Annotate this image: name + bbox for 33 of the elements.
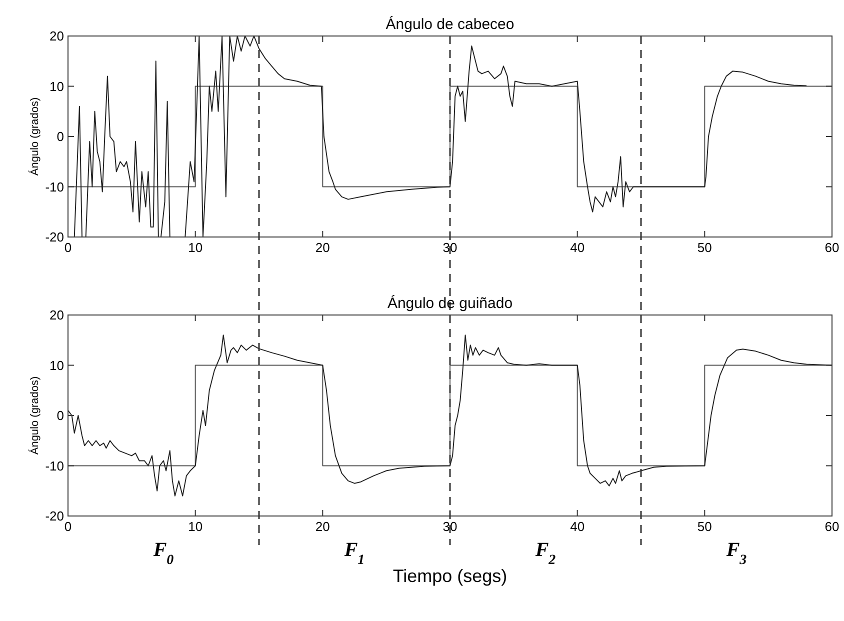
x-tick-label: 50 (697, 519, 712, 534)
x-tick-label: 20 (315, 240, 330, 255)
chart-title: Ángulo de guiñado (387, 294, 513, 312)
x-tick-label: 10 (188, 240, 203, 255)
text: F$_{1}$ (343, 539, 365, 568)
y-tick-label: 10 (50, 358, 64, 373)
x-tick-label: 30 (442, 240, 458, 255)
line-series (74, 36, 808, 238)
x-tick-label: 60 (824, 519, 840, 534)
y-tick-label: -20 (45, 508, 64, 524)
x-tick-label: 10 (188, 519, 203, 534)
y-tick-label: 20 (50, 308, 64, 322)
text: F$_{3}$ (725, 539, 747, 568)
x-tick-label: 40 (570, 519, 585, 534)
text: F$_{2}$ (534, 539, 556, 568)
text: F$_{0}$ (152, 539, 174, 568)
x-tick-label: 50 (697, 240, 712, 255)
y-tick-label: -10 (45, 179, 64, 194)
x-tick-label: 60 (824, 240, 840, 255)
y-tick-label: -10 (45, 458, 64, 474)
x-tick-label: 20 (315, 519, 330, 534)
y-tick-label: -20 (45, 230, 64, 244)
chart-title: Ángulo de cabeceo (386, 15, 514, 33)
y-tick-label: 20 (50, 28, 64, 44)
y-tick-label: 0 (56, 408, 64, 423)
y-axis-title: Ángulo (grados) (28, 376, 41, 455)
x-tick-label: 30 (442, 519, 458, 534)
line-series (68, 334, 832, 496)
x-tick-label: 40 (570, 240, 585, 255)
y-tick-label: 10 (50, 78, 64, 94)
y-tick-label: 0 (56, 129, 64, 144)
y-axis-title: Ángulo (grados) (28, 97, 41, 176)
x-axis-title: Tiempo (segs) (392, 566, 508, 586)
